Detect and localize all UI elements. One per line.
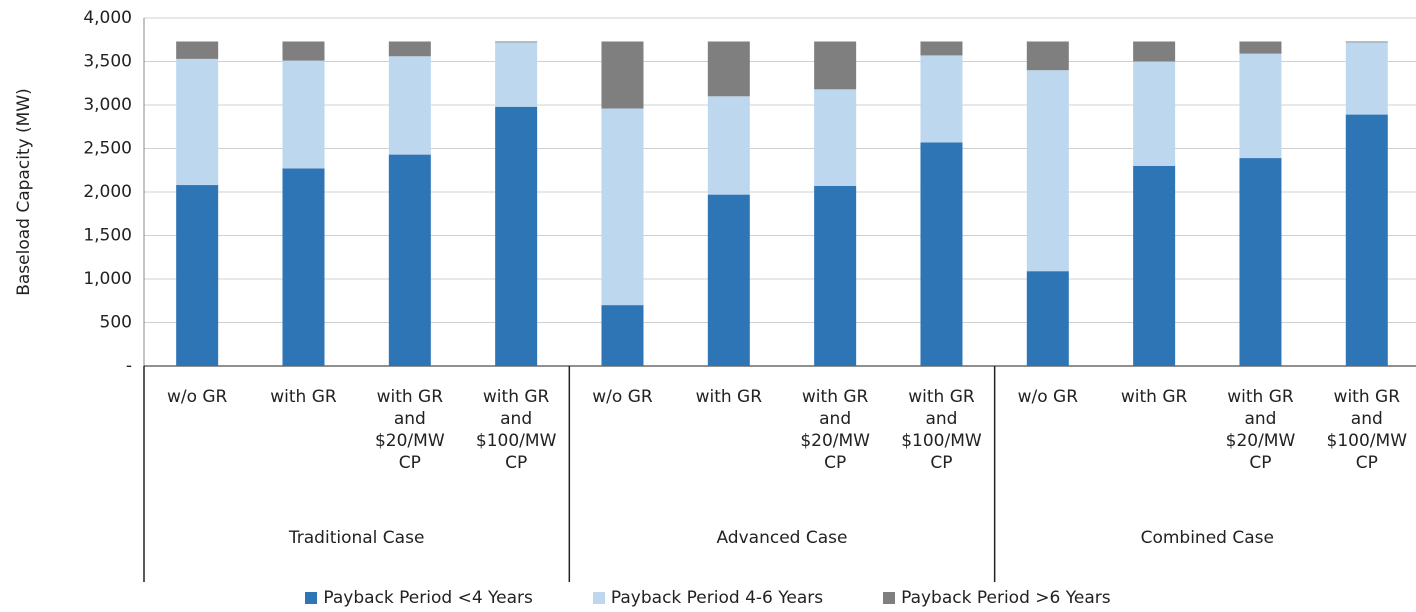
legend-item: Payback Period >6 Years — [883, 588, 1111, 608]
bar-segment — [388, 41, 431, 57]
bar-segment — [1133, 61, 1176, 166]
bar-segment — [601, 108, 644, 306]
legend-swatch — [592, 592, 605, 604]
y-tick-label: 2,000 — [83, 182, 132, 202]
bar-segment — [814, 89, 857, 186]
y-tick-label: 4,000 — [83, 8, 132, 28]
bar-segment — [282, 60, 325, 169]
bar-segment — [1345, 114, 1388, 366]
bar-segment — [1239, 41, 1282, 54]
y-tick-label: - — [126, 356, 132, 376]
bar-segment — [920, 41, 963, 56]
bar-segment — [707, 194, 750, 366]
legend-item: Payback Period <4 Years — [305, 588, 533, 608]
bar-segment — [1026, 271, 1069, 366]
x-tick-label: with GR and $100/MW CP — [1326, 387, 1408, 473]
group-label: Advanced Case — [716, 528, 848, 548]
y-axis-label: Baseload Capacity (MW) — [14, 88, 34, 296]
bar-segment — [495, 42, 538, 107]
bar-segment — [176, 185, 219, 366]
bar-segment — [1133, 41, 1176, 62]
bar-segment — [282, 41, 325, 61]
bar-segment — [707, 41, 750, 97]
x-tick-label: w/o GR — [166, 387, 228, 407]
legend-label: Payback Period >6 Years — [901, 588, 1111, 608]
bar-segment — [1239, 53, 1282, 159]
legend-swatch — [883, 592, 896, 604]
bar-segment — [176, 58, 219, 186]
bar-segment — [1345, 41, 1388, 43]
bar-segment — [814, 41, 857, 90]
bar-segment — [814, 185, 857, 366]
bar-segment — [601, 41, 644, 109]
x-tick-label: with GR — [695, 387, 763, 407]
bar-segment — [176, 41, 219, 59]
x-tick-label: with GR and $20/MW CP — [1225, 387, 1296, 473]
group-label: Traditional Case — [288, 528, 425, 548]
legend-item: Payback Period 4-6 Years — [592, 588, 824, 608]
bar-segment — [495, 41, 538, 43]
bar-segment — [282, 168, 325, 366]
legend-label: Payback Period 4-6 Years — [610, 588, 824, 608]
bar-segment — [920, 55, 963, 143]
bar-segment — [707, 96, 750, 195]
x-tick-label: with GR — [1120, 387, 1188, 407]
bar-segment — [1026, 41, 1069, 71]
bar-segment — [388, 56, 431, 155]
legend: Payback Period <4 Years Payback Period 4-… — [0, 588, 1416, 608]
bar-segment — [1026, 70, 1069, 272]
x-tick-label: w/o GR — [592, 387, 653, 407]
bar-segment — [1239, 158, 1282, 366]
x-tick-label: with GR and $100/MW CP — [901, 387, 982, 473]
bar-segment — [920, 142, 963, 366]
y-tick-label: 3,500 — [83, 52, 132, 72]
x-tick-label: w/o GR — [1017, 387, 1078, 407]
y-tick-label: 1,500 — [83, 226, 132, 246]
legend-swatch — [305, 592, 318, 604]
legend-label: Payback Period <4 Years — [323, 588, 533, 608]
bar-segment — [1133, 165, 1176, 366]
y-tick-label: 2,500 — [83, 139, 132, 159]
x-tick-label: with GR and $20/MW CP — [800, 387, 870, 473]
x-tick-label: with GR — [270, 387, 337, 407]
x-tick-label: with GR and $100/MW CP — [475, 387, 557, 473]
bar-segment — [601, 305, 644, 366]
y-tick-label: 500 — [100, 313, 132, 333]
bar-segment — [388, 154, 431, 366]
bar-segment — [1345, 42, 1388, 115]
group-label: Combined Case — [1140, 528, 1274, 548]
y-tick-label: 1,000 — [83, 269, 132, 289]
bar-segment — [495, 106, 538, 367]
x-tick-label: with GR and $20/MW CP — [374, 387, 445, 473]
y-tick-label: 3,000 — [83, 95, 132, 115]
